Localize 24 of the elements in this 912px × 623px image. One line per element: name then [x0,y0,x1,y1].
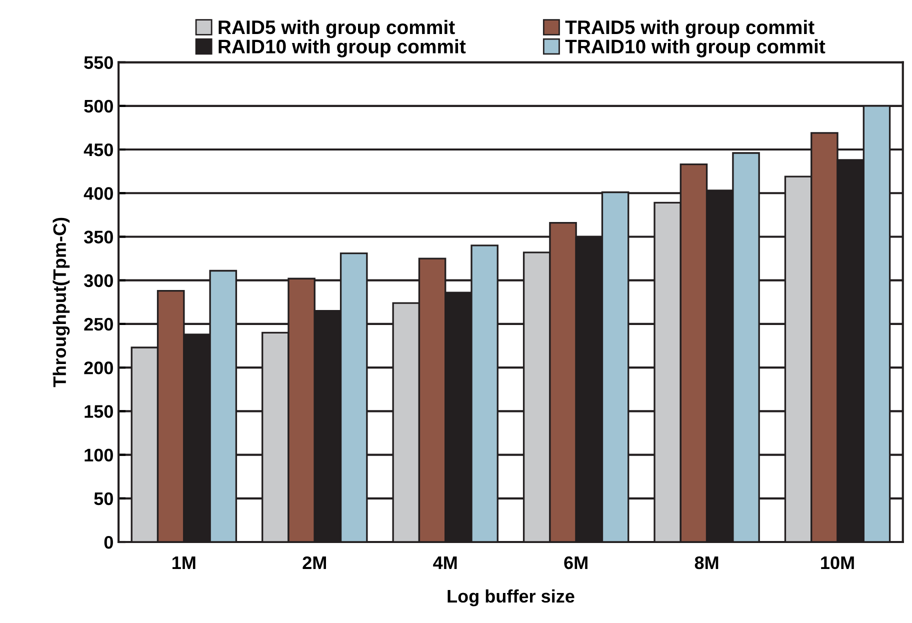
x-tick-label: 10M [821,556,854,570]
y-tick-label: 400 [84,187,113,200]
x-tick-label: 1M [172,556,196,569]
y-tick-label: 250 [84,318,113,331]
y-tick-label: 300 [84,274,113,288]
y-tick-label: 500 [84,100,113,113]
x-tick-label: 6M [564,556,588,570]
x-axis-title: Log buffer size [448,589,574,606]
y-tick-label: 0 [104,536,113,549]
legend-label: TRAID5 with group commit [565,20,814,38]
y-tick-label: 200 [84,362,113,374]
y-tick-label: 550 [84,56,113,70]
legend-label: TRAID10 with group commit [565,39,826,58]
y-tick-label: 350 [84,230,113,244]
x-tick-label: 4M [433,556,457,569]
x-tick-label: 8M [694,556,718,570]
x-tick-label: 2M [302,556,326,569]
y-axis-title: Throughput(Tpm-C) [52,218,70,388]
y-tick-label: 150 [84,405,113,418]
y-tick-label: 450 [84,143,113,156]
y-tick-label: 100 [84,448,113,462]
legend-label: RAID5 with group commit [218,20,455,38]
legend-label: RAID10 with group commit [218,39,466,58]
y-tick-label: 50 [94,492,113,506]
